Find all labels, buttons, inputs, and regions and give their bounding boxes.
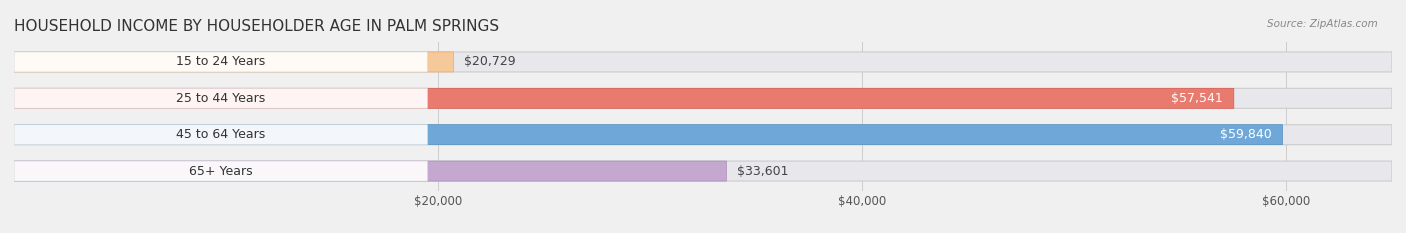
FancyBboxPatch shape xyxy=(14,88,427,108)
FancyBboxPatch shape xyxy=(14,52,427,72)
Text: $33,601: $33,601 xyxy=(737,164,789,178)
Text: 45 to 64 Years: 45 to 64 Years xyxy=(176,128,266,141)
FancyBboxPatch shape xyxy=(14,125,1392,145)
Text: HOUSEHOLD INCOME BY HOUSEHOLDER AGE IN PALM SPRINGS: HOUSEHOLD INCOME BY HOUSEHOLDER AGE IN P… xyxy=(14,19,499,34)
FancyBboxPatch shape xyxy=(14,125,1282,145)
FancyBboxPatch shape xyxy=(14,161,427,181)
Text: 15 to 24 Years: 15 to 24 Years xyxy=(176,55,266,69)
FancyBboxPatch shape xyxy=(14,161,727,181)
Text: Source: ZipAtlas.com: Source: ZipAtlas.com xyxy=(1267,19,1378,29)
FancyBboxPatch shape xyxy=(14,161,1392,181)
Text: $59,840: $59,840 xyxy=(1220,128,1272,141)
FancyBboxPatch shape xyxy=(14,52,1392,72)
Text: $57,541: $57,541 xyxy=(1171,92,1223,105)
FancyBboxPatch shape xyxy=(14,125,427,145)
Text: 25 to 44 Years: 25 to 44 Years xyxy=(176,92,266,105)
FancyBboxPatch shape xyxy=(14,88,1234,108)
FancyBboxPatch shape xyxy=(14,52,454,72)
Text: $20,729: $20,729 xyxy=(464,55,516,69)
Text: 65+ Years: 65+ Years xyxy=(188,164,253,178)
FancyBboxPatch shape xyxy=(14,88,1392,108)
